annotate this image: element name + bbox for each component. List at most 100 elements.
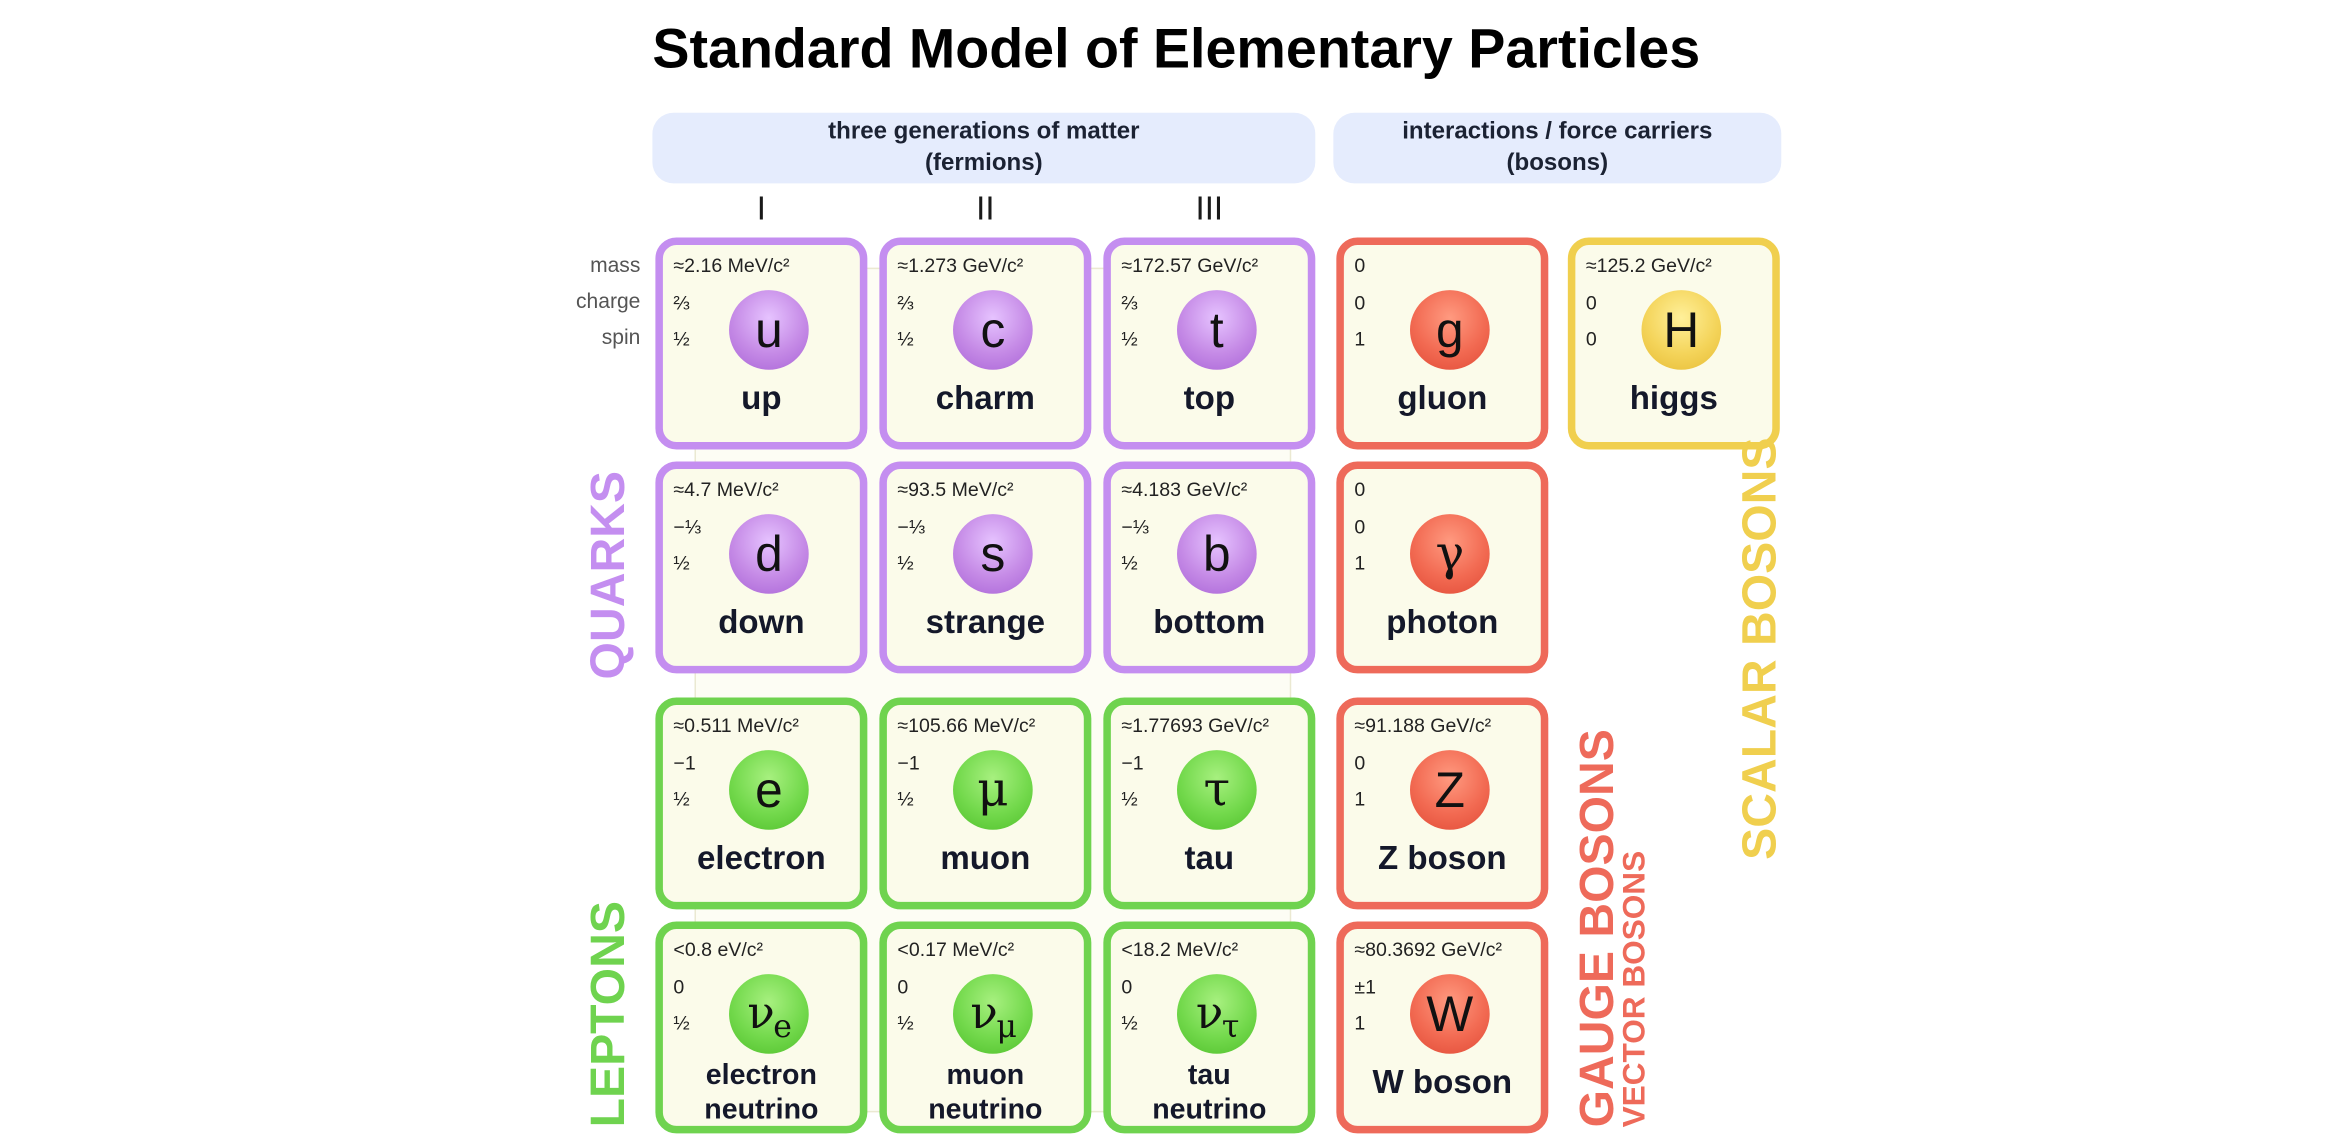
particle-name: strange xyxy=(925,602,1046,641)
leptons-label: LEPTONS xyxy=(580,901,635,1128)
quarks-label: QUARKS xyxy=(580,470,635,680)
charge-value: ⅔ xyxy=(1121,291,1138,315)
symbol-subscript: e xyxy=(773,1008,792,1045)
particle-name: tau neutrino xyxy=(1111,1058,1308,1127)
particle-card-higgs: ≈125.2 GeV/c² 0 0 H higgs xyxy=(1567,237,1780,450)
mass-value: ≈93.5 MeV/c² xyxy=(897,478,1014,501)
spin-value: 1 xyxy=(1354,327,1366,351)
particle-name: top xyxy=(1183,378,1236,417)
particle-name: electron xyxy=(697,838,826,877)
particle-symbol: Z xyxy=(1410,750,1490,830)
particle-name: W boson xyxy=(1372,1062,1513,1101)
particle-symbol: s xyxy=(953,514,1033,594)
particle-symbol: γ xyxy=(1410,514,1490,594)
generation-2-label: II xyxy=(976,189,995,227)
spin-value: ½ xyxy=(1121,327,1138,351)
spin-value: ½ xyxy=(897,787,914,811)
particle-name-line2: neutrino xyxy=(704,1094,819,1126)
particle-symbol: u xyxy=(729,290,809,370)
spin-value: ½ xyxy=(673,551,690,575)
generation-3-label: III xyxy=(1195,189,1224,227)
spin-value: ½ xyxy=(1121,787,1138,811)
symbol-subscript: μ xyxy=(996,1008,1016,1045)
fermions-header-line1: three generations of matter xyxy=(828,118,1140,145)
charge-value: −1 xyxy=(897,751,920,775)
particle-name: higgs xyxy=(1629,378,1718,417)
particle-name: bottom xyxy=(1153,602,1266,641)
mass-value: <18.2 MeV/c² xyxy=(1121,937,1239,961)
fermions-header: three generations of matter (fermions) xyxy=(652,112,1316,184)
particle-card-down: ≈4.7 MeV/c² −⅓ ½ d down xyxy=(655,461,868,674)
particle-card-strange: ≈93.5 MeV/c² −⅓ ½ s strange xyxy=(879,461,1092,674)
spin-value: ½ xyxy=(897,551,914,575)
particle-card-z-boson: ≈91.188 GeV/c² 0 1 Z Z boson xyxy=(1336,697,1549,910)
bosons-header: interactions / force carriers (bosons) xyxy=(1333,112,1782,184)
mass-value: ≈80.3692 GeV/c² xyxy=(1354,937,1503,961)
spin-value: ½ xyxy=(1121,551,1138,575)
particle-name-line1: electron xyxy=(705,1059,817,1092)
vector-bosons-label: VECTOR BOSONS xyxy=(1617,850,1653,1128)
particle-card-tau: ≈1.77693 GeV/c² −1 ½ τ tau xyxy=(1103,697,1316,910)
particle-card-gluon: 0 0 1 g gluon xyxy=(1336,237,1549,450)
mass-value: ≈91.188 GeV/c² xyxy=(1354,714,1492,737)
particle-card-charm: ≈1.273 GeV/c² ⅔ ½ c charm xyxy=(879,237,1092,450)
spin-value: ½ xyxy=(897,327,914,351)
charge-value: 0 xyxy=(1121,975,1133,999)
generation-1-label: I xyxy=(756,189,766,227)
particle-card-electron: ≈0.511 MeV/c² −1 ½ e electron xyxy=(655,697,868,910)
charge-value: −⅓ xyxy=(673,515,702,539)
spin-value: 1 xyxy=(1354,551,1366,575)
charge-row-label: charge xyxy=(576,288,641,313)
charge-value: −⅓ xyxy=(897,515,926,539)
charge-value: ⅔ xyxy=(673,291,690,315)
particle-name-line2: neutrino xyxy=(1152,1094,1267,1126)
particle-name: gluon xyxy=(1397,378,1488,417)
mass-value: ≈0.511 MeV/c² xyxy=(673,714,799,737)
particle-name: up xyxy=(741,378,782,417)
mass-value: ≈125.2 GeV/c² xyxy=(1585,254,1712,277)
mass-value: ≈4.183 GeV/c² xyxy=(1121,478,1248,501)
mass-value: ≈4.7 MeV/c² xyxy=(673,478,779,501)
mass-value: 0 xyxy=(1354,254,1366,277)
charge-value: ±1 xyxy=(1354,975,1376,999)
particle-symbol: τ xyxy=(1177,750,1257,830)
mass-value: <0.17 MeV/c² xyxy=(897,937,1015,961)
charge-value: 0 xyxy=(1354,515,1366,539)
particle-card-photon: 0 0 1 γ photon xyxy=(1336,461,1549,674)
particle-name: electron neutrino xyxy=(663,1058,860,1127)
particle-card-bottom: ≈4.183 GeV/c² −⅓ ½ b bottom xyxy=(1103,461,1316,674)
particle-symbol: ντ xyxy=(1177,974,1257,1054)
spin-value: ½ xyxy=(897,1011,914,1035)
particle-symbol: b xyxy=(1177,514,1257,594)
particle-name: photon xyxy=(1386,602,1499,641)
fermions-header-line2: (fermions) xyxy=(925,150,1043,176)
particle-name-line1: tau xyxy=(1187,1059,1231,1092)
charge-value: ⅔ xyxy=(897,291,914,315)
mass-value: ≈105.66 MeV/c² xyxy=(897,714,1036,737)
mass-row-label: mass xyxy=(590,252,641,277)
particle-symbol: d xyxy=(729,514,809,594)
particle-name-line2: neutrino xyxy=(928,1094,1043,1126)
particle-name: muon xyxy=(940,838,1031,877)
mass-value: <0.8 eV/c² xyxy=(673,937,764,961)
particle-symbol: H xyxy=(1641,290,1722,370)
particle-card-up: ≈2.16 MeV/c² ⅔ ½ u up xyxy=(655,237,868,450)
particle-symbol: g xyxy=(1410,290,1490,370)
spin-value: ½ xyxy=(1121,1011,1138,1035)
charge-value: 0 xyxy=(897,975,909,999)
particle-name: charm xyxy=(935,378,1035,417)
charge-value: −⅓ xyxy=(1121,515,1150,539)
scalar-bosons-label: SCALAR BOSONS xyxy=(1731,437,1786,860)
spin-row-label: spin xyxy=(601,324,641,349)
symbol-main: ν xyxy=(1195,987,1223,1041)
mass-value: ≈172.57 GeV/c² xyxy=(1121,254,1259,277)
spin-value: 0 xyxy=(1585,327,1597,351)
particle-card-electron-neutrino: <0.8 eV/c² 0 ½ νe electron neutrino xyxy=(655,921,868,1134)
particle-name-line1: muon xyxy=(946,1059,1025,1092)
particle-name: tau xyxy=(1184,838,1235,877)
spin-value: ½ xyxy=(673,787,690,811)
mass-value: 0 xyxy=(1354,478,1366,501)
chart-title: Standard Model of Elementary Particles xyxy=(652,18,1701,80)
particle-symbol: W xyxy=(1410,974,1490,1054)
